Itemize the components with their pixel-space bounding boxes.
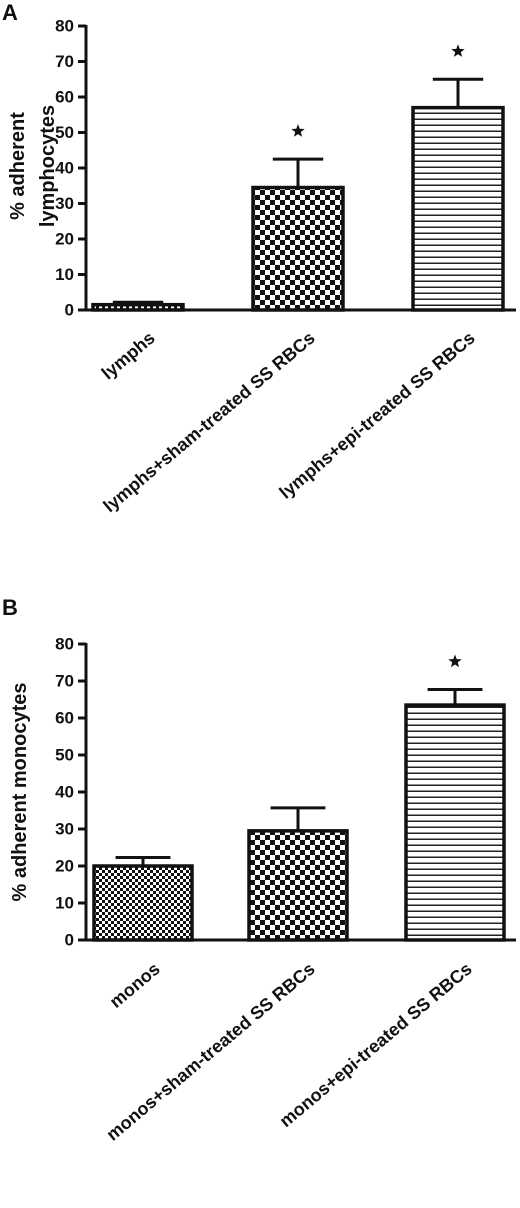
category-label: lymphs+epi-treated SS RBCs [276,328,479,503]
significance-star-icon [291,124,305,137]
y-tick-label: 70 [55,672,74,691]
panel-a-chart: A % adherent lymphocytes 0 10 20 30 40 50 60 70 80 l… [2,0,516,516]
bar-3 [404,703,506,942]
category-label: lymphs [98,328,159,384]
bar-3 [411,105,505,312]
category-label: monos [106,959,164,1012]
y-axis-title: % adherent monocytes [9,683,31,902]
y-tick-label: 0 [65,301,74,320]
y-axis-title: lymphocytes [37,105,59,227]
y-tick-label: 50 [55,746,74,765]
bar-1 [92,864,194,942]
y-tick-label: 70 [55,52,74,71]
bar-2 [251,185,345,312]
bar-1 [91,302,185,312]
y-tick-label: 50 [55,123,74,142]
bar-2 [247,829,349,942]
y-tick-label: 40 [55,783,74,802]
y-tick-label: 40 [55,159,74,178]
panel-letter: A [2,0,18,25]
y-tick-label: 30 [55,820,74,839]
panel-b-chart: B % adherent monocytes 0 10 20 30 40 50 60 70 80 mo… [2,595,516,1145]
significance-star-icon [451,44,465,57]
significance-star-icon [448,654,462,668]
y-tick-label: 80 [55,635,74,654]
y-tick-label: 10 [55,265,74,284]
y-tick-label: 10 [55,894,74,913]
y-tick-label: 0 [65,931,74,950]
y-tick-label: 60 [55,709,74,728]
y-tick-label: 80 [55,17,74,36]
y-axis-title: % adherent [7,112,29,220]
panel-letter: B [2,595,18,620]
y-tick-label: 20 [55,857,74,876]
y-tick-label: 20 [55,230,74,249]
y-tick-label: 60 [55,88,74,107]
y-tick-label: 30 [55,194,74,213]
